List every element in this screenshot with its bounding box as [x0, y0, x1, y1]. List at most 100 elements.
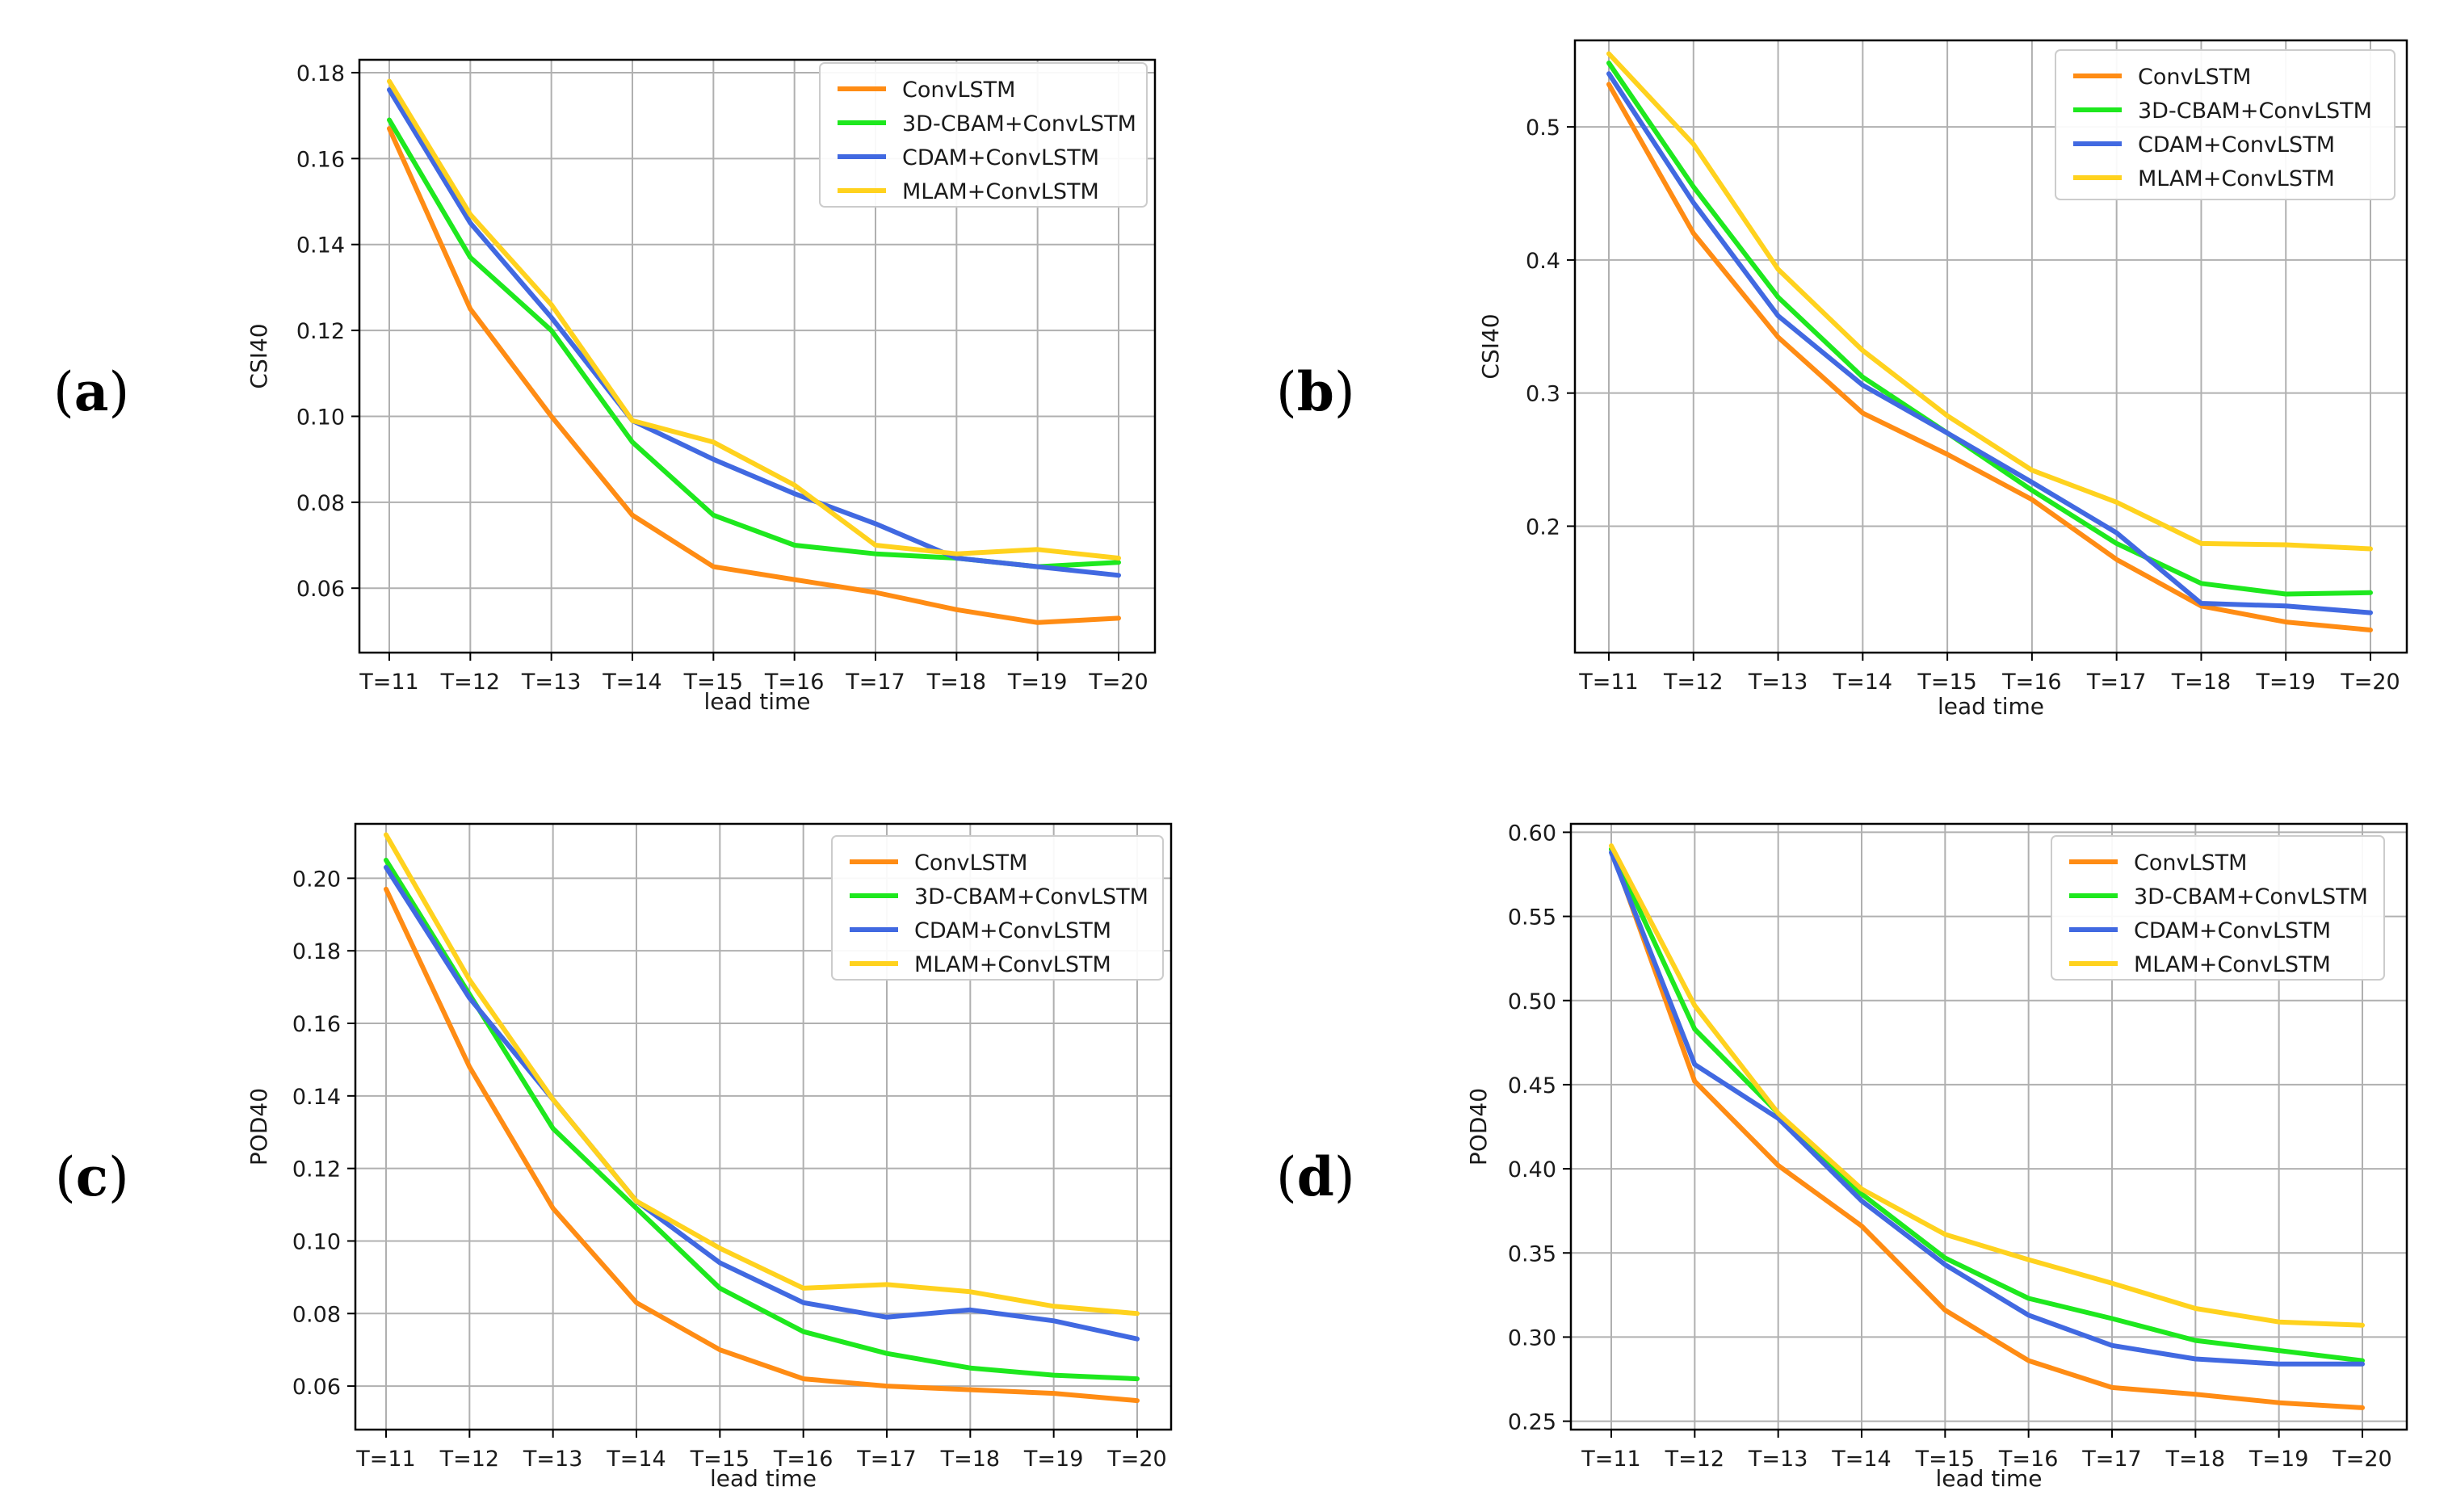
- chart-c-x-tick-label: T=18: [940, 1447, 1000, 1472]
- chart-a-y-tick-label: 0.12: [296, 319, 345, 344]
- chart-b-series-line-0: [1606, 82, 2373, 632]
- chart-b-x-axis-label: lead time: [1938, 693, 2044, 720]
- chart-b-y-axis-label: CSI40: [1477, 313, 1504, 379]
- chart-d-y-tick-label: 0.35: [1508, 1241, 1556, 1266]
- chart-b-y-tick-label: 0.5: [1526, 116, 1560, 141]
- chart-d-x-axis-label: lead time: [1935, 1465, 2042, 1492]
- chart-c-y-tick-label: 0.18: [292, 939, 341, 964]
- chart-a-x-tick-label: T=19: [1007, 670, 1067, 695]
- chart-c-legend-label-3: MLAM+ConvLSTM: [914, 952, 1111, 977]
- chart-a-x-tick-label: T=11: [359, 670, 418, 695]
- chart-c-x-tick-label: T=19: [1023, 1447, 1083, 1472]
- chart-c-x-tick-label: T=13: [523, 1447, 582, 1472]
- chart-c-plot-frame: [354, 822, 1173, 1431]
- chart-d-x-tick-label: T=15: [1915, 1447, 1975, 1472]
- chart-b-legend-label-1: 3D-CBAM+ConvLSTM: [2138, 99, 2372, 124]
- chart-c-y-axis-label: POD40: [246, 1088, 272, 1166]
- chart-b-series-line-1: [1606, 61, 2373, 597]
- chart-d-legend-label-2: CDAM+ConvLSTM: [2134, 918, 2331, 943]
- chart-c-x-tick-label: T=16: [773, 1447, 833, 1472]
- chart-d-y-tick-label: 0.60: [1508, 821, 1556, 846]
- chart-d-series-line-1: [1609, 846, 2365, 1363]
- chart-d-y-tick-label: 0.55: [1508, 905, 1556, 930]
- chart-b-plot-frame: [1573, 39, 2408, 654]
- chart-d-x-tick-label: T=17: [2081, 1447, 2141, 1472]
- chart-c-x-tick-label: T=12: [439, 1447, 499, 1472]
- chart-a-x-axis-label: lead time: [703, 688, 810, 715]
- chart-b-x-tick-label: T=16: [2001, 670, 2061, 695]
- chart-b-legend-label-3: MLAM+ConvLSTM: [2138, 166, 2335, 191]
- chart-c-y-tick-label: 0.08: [292, 1302, 341, 1327]
- chart-c-x-tick-label: T=20: [1106, 1447, 1166, 1472]
- chart-a-legend-label-1: 3D-CBAM+ConvLSTM: [902, 111, 1136, 136]
- chart-d-y-tick-label: 0.25: [1508, 1410, 1556, 1435]
- chart-d-x-tick-label: T=16: [1998, 1447, 2058, 1472]
- panel-label-a: (a): [53, 360, 130, 423]
- chart-b-x-tick-label: T=18: [2171, 670, 2231, 695]
- chart-d-legend-label-3: MLAM+ConvLSTM: [2134, 952, 2331, 977]
- chart-b-x-tick-label: T=20: [2340, 670, 2400, 695]
- chart-a-y-tick-label: 0.18: [296, 61, 345, 86]
- chart-a-plot-frame: [358, 58, 1157, 654]
- chart-d-x-tick-label: T=18: [2165, 1447, 2225, 1472]
- chart-c-x-tick-label: T=15: [690, 1447, 750, 1472]
- chart-b-x-tick-label: T=11: [1578, 670, 1638, 695]
- chart-a-y-tick-label: 0.10: [296, 405, 345, 430]
- chart-c-series-line-1: [384, 857, 1140, 1382]
- chart-b-y-tick-label: 0.4: [1526, 249, 1560, 274]
- chart-d-x-tick-label: T=20: [2332, 1447, 2391, 1472]
- chart-b-legend-label-0: ConvLSTM: [2138, 65, 2251, 90]
- chart-a-x-tick-label: T=12: [440, 670, 500, 695]
- chart-c-x-axis-label: lead time: [710, 1465, 817, 1492]
- chart-a-x-tick-label: T=18: [926, 670, 986, 695]
- chart-a-y-tick-label: 0.06: [296, 577, 345, 602]
- chart-d-x-tick-label: T=14: [1831, 1447, 1891, 1472]
- chart-d-y-tick-label: 0.30: [1508, 1325, 1556, 1350]
- chart-b-x-tick-label: T=14: [1833, 670, 1892, 695]
- chart-a-series-line-3: [387, 78, 1121, 561]
- chart-a-x-tick-label: T=13: [521, 670, 581, 695]
- chart-c-legend-box: [831, 835, 1164, 981]
- chart-d-legend-label-0: ConvLSTM: [2134, 850, 2247, 876]
- chart-d-series-line-3: [1609, 843, 2365, 1328]
- chart-b-legend-box: [2055, 49, 2396, 200]
- chart-a-legend-label-2: CDAM+ConvLSTM: [902, 145, 1099, 170]
- chart-c-y-tick-label: 0.20: [292, 867, 341, 892]
- chart-a-y-tick-label: 0.14: [296, 233, 345, 258]
- chart-a-y-tick-label: 0.08: [296, 491, 345, 516]
- chart-c-y-tick-label: 0.10: [292, 1229, 341, 1254]
- chart-c-x-tick-label: T=11: [355, 1447, 415, 1472]
- chart-c-y-tick-label: 0.06: [292, 1375, 341, 1400]
- chart-d-series-line-0: [1609, 846, 2365, 1410]
- chart-b-x-tick-label: T=12: [1663, 670, 1723, 695]
- chart-a-x-tick-label: T=20: [1088, 670, 1148, 695]
- chart-a-x-tick-label: T=14: [602, 670, 661, 695]
- chart-d-x-tick-label: T=19: [2249, 1447, 2308, 1472]
- chart-d-series-line-2: [1609, 850, 2365, 1367]
- chart-b-y-tick-label: 0.2: [1526, 514, 1560, 540]
- chart-c-legend-label-1: 3D-CBAM+ConvLSTM: [914, 884, 1148, 909]
- panel-label-c: (c): [55, 1145, 129, 1208]
- chart-a-x-tick-label: T=16: [764, 670, 824, 695]
- chart-d-plot-frame: [1569, 822, 2408, 1431]
- chart-a-legend-label-3: MLAM+ConvLSTM: [902, 179, 1099, 204]
- chart-c-x-tick-label: T=17: [856, 1447, 916, 1472]
- chart-d-x-tick-label: T=12: [1665, 1447, 1724, 1472]
- chart-d-legend-box: [2051, 835, 2385, 981]
- chart-d-x-tick-label: T=13: [1748, 1447, 1808, 1472]
- chart-a-series-line-0: [387, 126, 1121, 625]
- chart-c-x-tick-label: T=14: [606, 1447, 666, 1472]
- chart-d-y-tick-label: 0.50: [1508, 989, 1556, 1014]
- panel-label-b: (b): [1276, 360, 1355, 423]
- chart-a-y-tick-label: 0.16: [296, 147, 345, 172]
- chart-d-legend-label-1: 3D-CBAM+ConvLSTM: [2134, 884, 2368, 909]
- chart-d-y-tick-label: 0.40: [1508, 1157, 1556, 1182]
- chart-b-series-line-2: [1606, 71, 2373, 615]
- chart-c-series-line-0: [384, 886, 1140, 1404]
- chart-b-legend-label-2: CDAM+ConvLSTM: [2138, 132, 2335, 158]
